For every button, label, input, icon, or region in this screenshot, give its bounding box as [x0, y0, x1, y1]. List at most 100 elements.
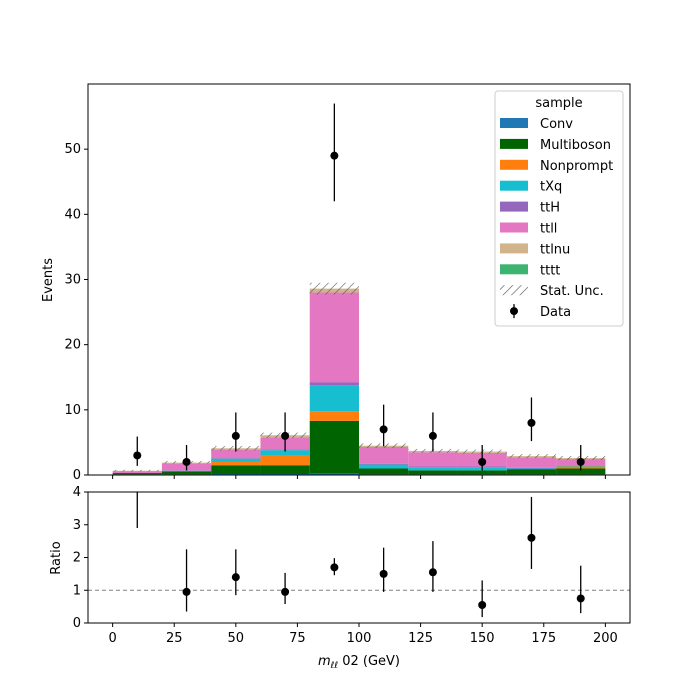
data-point-4 — [330, 151, 339, 160]
bar-nonprompt-bin-2 — [211, 461, 261, 466]
ratio-x-tick-label: 50 — [228, 631, 245, 646]
bar-multiboson-bin-9 — [556, 468, 606, 475]
ratio-x-tick-label: 150 — [470, 631, 495, 646]
ratio-point-9 — [576, 594, 585, 603]
bar-txq-bin-6 — [408, 467, 458, 471]
ratio-point-6 — [428, 568, 437, 577]
ratio-x-tick-label: 200 — [593, 631, 618, 646]
main-y-tick-label: 40 — [64, 207, 81, 222]
bar-txq-bin-8 — [506, 468, 557, 470]
legend-swatch-ttlnu — [500, 243, 528, 254]
ratio-axes-frame — [87, 491, 631, 624]
ratio-panel: 0 1 2 3 4 0 25 50 75 100 125 150 175 200 Ratio mℓℓ 0… — [49, 485, 631, 671]
bar-multiboson-bin-8 — [506, 469, 557, 475]
bar-tth-bin-8 — [506, 467, 557, 469]
bar-conv-bin-4 — [309, 473, 359, 475]
ratio-point-7 — [478, 600, 487, 609]
bar-multiboson-bin-0 — [112, 473, 162, 475]
ratio-y-tick-label: 3 — [73, 518, 81, 533]
bar-txq-bin-4 — [309, 385, 359, 412]
bar-multiboson-bin-5 — [359, 468, 409, 475]
stat-unc-band-bin-4 — [309, 282, 359, 295]
bar-tth-bin-5 — [359, 463, 409, 465]
main-y-tick-label: 50 — [64, 142, 81, 157]
bar-txq-bin-5 — [359, 464, 409, 469]
data-point-2 — [231, 431, 240, 440]
data-point-8 — [527, 418, 536, 427]
main-y-axis-label: Events — [41, 258, 56, 302]
bar-nonprompt-bin-4 — [309, 411, 359, 421]
stat-unc-band-bin-0 — [112, 469, 162, 472]
legend-label: Conv — [540, 117, 573, 132]
bar-ttll-bin-5 — [359, 446, 409, 464]
data-point-1 — [182, 457, 191, 466]
x-axis-label-var: m — [318, 654, 331, 669]
legend-swatch-nonprompt — [500, 159, 528, 170]
ratio-x-tick-label: 75 — [289, 631, 306, 646]
main-y-tick-label: 30 — [64, 273, 81, 288]
ratio-y-tick-label: 0 — [73, 616, 81, 631]
bar-tth-bin-2 — [211, 458, 261, 459]
bar-multiboson-bin-1 — [161, 471, 212, 475]
ratio-x-ticks: 0 25 50 75 100 125 150 175 200 — [108, 623, 618, 646]
bar-tth-bin-4 — [309, 382, 359, 386]
bar-ttll-bin-8 — [506, 457, 557, 468]
legend-label: ttll — [540, 222, 557, 237]
main-x-ticks — [112, 475, 606, 479]
ratio-y-tick-label: 1 — [73, 583, 81, 598]
bar-multiboson-bin-3 — [260, 465, 310, 475]
data-point-9 — [576, 457, 585, 466]
legend-label: ttH — [540, 201, 560, 216]
ratio-point-1 — [182, 587, 191, 596]
x-axis-label-rest: 02 (GeV) — [338, 654, 400, 669]
legend-label: Multiboson — [540, 138, 611, 153]
data-point-3 — [281, 431, 290, 440]
ratio-x-tick-label: 100 — [347, 631, 372, 646]
legend-swatch-stat-unc — [500, 285, 528, 296]
ratio-x-tick-label: 175 — [531, 631, 556, 646]
x-axis-label: mℓℓ 02 (GeV) — [318, 654, 400, 671]
bar-nonprompt-bin-3 — [260, 455, 310, 466]
legend-label: ttlnu — [540, 242, 570, 257]
ratio-point-4 — [330, 563, 339, 572]
data-point-5 — [379, 425, 388, 434]
data-point-6 — [428, 431, 437, 440]
data-point-7 — [478, 457, 487, 466]
legend-swatch-ttll — [500, 222, 528, 233]
bar-ttll-bin-4 — [309, 292, 359, 383]
bar-multiboson-bin-4 — [309, 420, 359, 474]
bar-tth-bin-6 — [408, 466, 458, 468]
data-points — [133, 103, 585, 471]
main-y-tick-label: 10 — [64, 403, 81, 418]
legend-label: tttt — [540, 263, 560, 278]
bar-ttll-bin-0 — [112, 471, 162, 474]
bar-txq-bin-3 — [260, 450, 310, 456]
legend-label: Stat. Unc. — [540, 284, 604, 299]
ratio-point-3 — [281, 587, 290, 596]
legend-label: tXq — [540, 180, 562, 195]
main-y-tick-label: 20 — [64, 338, 81, 353]
legend-swatch-tth — [500, 201, 528, 212]
ratio-point-8 — [527, 533, 536, 542]
legend-entries: Conv Multiboson Nonprompt tXq ttH ttll ttlnu tt… — [500, 117, 613, 320]
ratio-points — [136, 492, 585, 618]
ratio-y-ticks: 0 1 2 3 4 — [73, 485, 88, 631]
bar-txq-bin-2 — [211, 458, 261, 462]
main-y-ticks: 0 10 20 30 40 50 — [64, 142, 88, 483]
stat-unc-band-bin-8 — [506, 454, 557, 459]
main-y-tick-label: 0 — [73, 468, 81, 483]
ratio-x-tick-label: 25 — [166, 631, 183, 646]
data-point-0 — [133, 451, 142, 460]
ratio-x-tick-label: 125 — [408, 631, 433, 646]
bar-txq-bin-1 — [161, 470, 212, 472]
legend-swatch-txq — [500, 180, 528, 191]
legend-swatch-tttt — [500, 264, 528, 275]
bar-multiboson-bin-2 — [211, 465, 261, 475]
bar-ttll-bin-2 — [211, 449, 261, 459]
legend-swatch-multiboson — [500, 138, 528, 149]
bar-multiboson-bin-6 — [408, 470, 458, 475]
ratio-y-tick-label: 4 — [73, 485, 81, 500]
legend-title: sample — [535, 96, 582, 111]
legend-label: Nonprompt — [540, 159, 613, 174]
